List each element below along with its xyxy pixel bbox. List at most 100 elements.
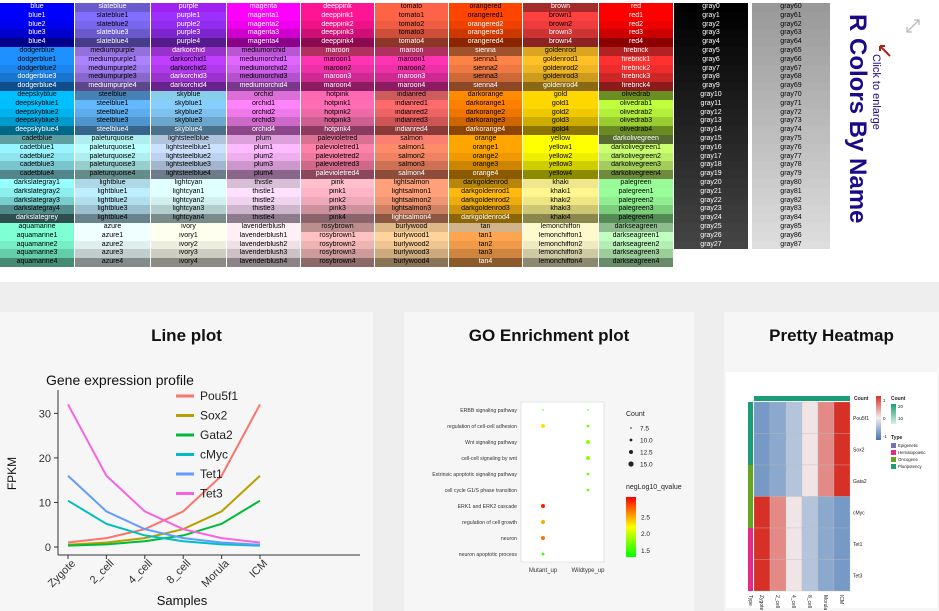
color-swatch: salmon2: [375, 152, 448, 162]
heatmap-panel[interactable]: Pretty Heatmap Count Pou5f1 Sox2 Gata2 cMyc T…: [724, 312, 939, 611]
color-swatch: gray77: [752, 152, 830, 162]
color-swatch: aquamarine3: [0, 249, 74, 259]
color-swatch: lavenderblush4: [227, 258, 300, 267]
type-legend-label: Oncogene: [898, 457, 918, 462]
color-swatch: darkorange2: [449, 108, 522, 118]
color-swatch: darkolivegreen2: [599, 152, 673, 162]
color-swatch: cadetblue1: [0, 143, 74, 153]
enrichment-dot: [541, 536, 545, 540]
heatmap-cell: [817, 464, 835, 497]
color-swatch: olivedrab: [599, 91, 673, 100]
heatmap-cell: [753, 496, 771, 529]
color-swatch: skyblue2: [151, 108, 226, 118]
color-swatch: lightblue3: [75, 205, 150, 215]
enrichment-dot: [586, 424, 590, 428]
color-swatch: brown1: [523, 11, 598, 21]
color-swatch: gray67: [752, 64, 830, 74]
color-swatch: darkorange1: [449, 99, 522, 109]
row-label: Tet3: [853, 573, 863, 579]
color-swatch: plum4: [227, 170, 300, 179]
color-swatch: gray21: [674, 187, 748, 197]
heatmap-cell: [769, 496, 787, 529]
heatmap-cell: [769, 433, 787, 466]
color-swatch: gray82: [752, 196, 830, 206]
color-swatch: deepskyblue2: [0, 108, 74, 118]
color-swatch: paleturquoise2: [75, 152, 150, 162]
color-swatch: lightsalmon4: [375, 214, 448, 223]
color-swatch: darkseagreen4: [599, 258, 673, 267]
heatmap-cell: [785, 464, 803, 497]
color-swatch: goldenrod: [523, 47, 598, 56]
legend-label: Sox2: [200, 409, 228, 423]
color-swatch: orchid2: [227, 108, 300, 118]
color-swatch: palegreen4: [599, 214, 673, 223]
color-swatch: darkseagreen1: [599, 231, 673, 241]
color-swatch: burlywood: [375, 223, 448, 232]
r-colors-banner[interactable]: blue blue1 blue2 blue3 blue4 dodgerblue dodger…: [0, 0, 939, 280]
color-swatch: ivory4: [151, 258, 226, 267]
color-swatch: rosybrown1: [301, 231, 374, 241]
color-swatch: lightcyan4: [151, 214, 226, 223]
row-label: Gata2: [853, 479, 867, 485]
color-swatch: gray22: [674, 196, 748, 206]
color-swatch: gray5: [674, 47, 748, 56]
heatmap-cell: [817, 433, 835, 466]
color-swatch: gray74: [752, 126, 830, 135]
go-enrichment-panel[interactable]: GO Enrichment plot ERBB signaling pathwa…: [404, 312, 694, 611]
color-swatch: blue: [0, 3, 74, 12]
heatmap-panel-title: Pretty Heatmap: [769, 326, 894, 345]
color-swatch: dodgerblue3: [0, 73, 74, 83]
color-swatch: pink2: [301, 196, 374, 206]
color-swatch: darkgoldenrod: [449, 179, 522, 188]
count-legend-bar: [891, 404, 896, 424]
size-legend-label: 12.5: [640, 450, 653, 457]
column-label: 4_cell: [790, 595, 796, 608]
color-swatch: dodgerblue2: [0, 64, 74, 74]
color-swatch: palegreen2: [599, 196, 673, 206]
color-swatch: firebrick4: [599, 82, 673, 91]
line-plot-panel[interactable]: Line plot Gene expression profile 0 10 20 30…: [0, 312, 373, 611]
color-swatch: khaki3: [523, 205, 598, 215]
size-legend-label: 7.5: [640, 426, 649, 433]
color-swatch: darkorchid4: [151, 82, 226, 91]
color-swatch: gray69: [752, 82, 830, 91]
color-swatch: indianred4: [375, 126, 448, 135]
x-tick-label: 2_cell: [88, 558, 117, 587]
color-swatch: cadetblue3: [0, 161, 74, 171]
color-swatch: paleturquoise1: [75, 143, 150, 153]
color-swatch: darkgoldenrod2: [449, 196, 522, 206]
color-swatch: darkolivegreen1: [599, 143, 673, 153]
heatmap-cell: [817, 559, 835, 592]
column-label: 8_cell: [806, 595, 812, 608]
color-swatch: ivory1: [151, 231, 226, 241]
size-legend-title: Count: [626, 411, 645, 418]
color-swatch: olivedrab1: [599, 99, 673, 109]
color-swatch: rosybrown3: [301, 249, 374, 259]
color-swatch: gray83: [752, 205, 830, 215]
color-swatch: khaki2: [523, 196, 598, 206]
color-swatch: steelblue4: [75, 126, 150, 135]
color-swatch: mediumpurple3: [75, 73, 150, 83]
heatmap-cell: [801, 527, 819, 560]
color-swatch: gray6: [674, 55, 748, 65]
color-swatch: magenta2: [227, 20, 300, 30]
go-enrichment-panel-title: GO Enrichment plot: [468, 326, 630, 345]
color-swatch: gray76: [752, 143, 830, 153]
color-swatch: tan3: [449, 249, 522, 259]
enrichment-dot: [587, 409, 589, 411]
color-swatch: tan2: [449, 240, 522, 250]
size-legend-dot: [629, 438, 633, 442]
enrichment-dot: [541, 552, 545, 556]
heatmap-cell: [769, 401, 787, 434]
expand-icon[interactable]: [905, 18, 921, 34]
color-swatch: lightsteelblue3: [151, 161, 226, 171]
pretty-heatmap-chart: Count Pou5f1 Sox2 Gata2 cMyc Tet1 Tet3 Type Zygo…: [726, 372, 937, 611]
color-swatch: lightsalmon3: [375, 205, 448, 215]
color-swatch: orange2: [449, 152, 522, 162]
color-swatch: blue2: [0, 20, 74, 30]
color-swatch: tan1: [449, 231, 522, 241]
heatmap-cell: [785, 401, 803, 434]
series-line-tet3: [67, 403, 261, 544]
color-swatch: gray26: [674, 231, 748, 241]
color-swatch: maroon4: [301, 82, 374, 91]
